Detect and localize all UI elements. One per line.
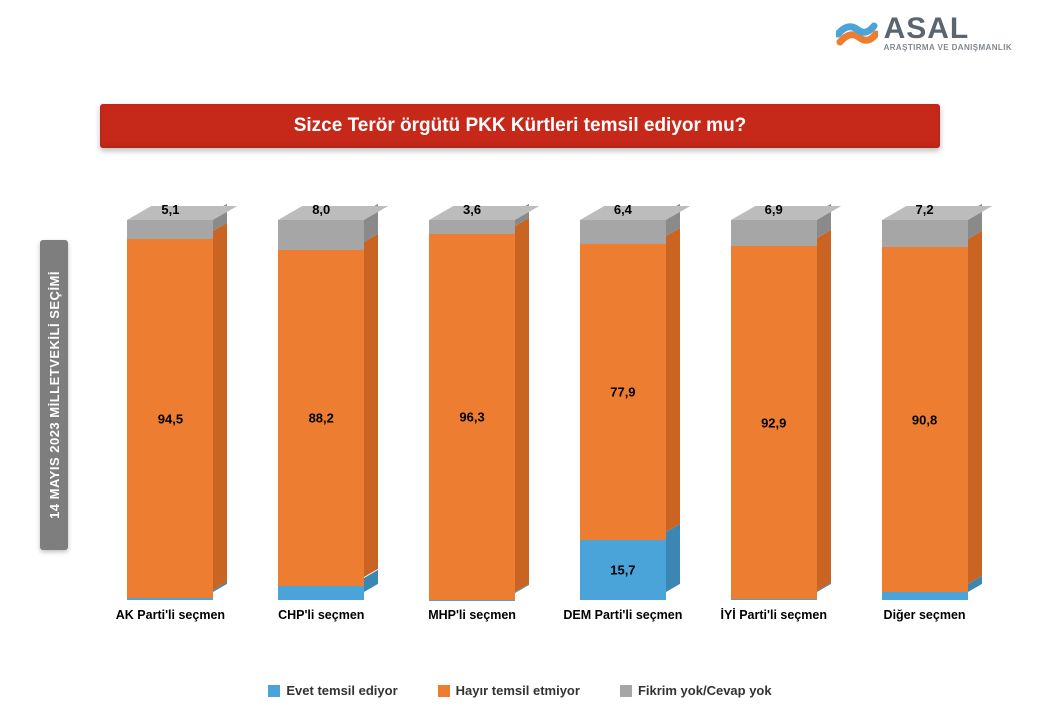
bar-segment: 88,2 <box>278 250 364 585</box>
bar-segment: 7,2 <box>882 220 968 247</box>
bar-3d: 2,0 90,8 7,2 <box>882 220 968 600</box>
segment-value-label: 77,9 <box>580 385 666 400</box>
bar-segment: 90,8 <box>882 247 968 592</box>
legend: Evet temsil ediyor Hayır temsil etmiyor Fi… <box>0 683 1040 698</box>
bar-segment: 6,4 <box>580 220 666 244</box>
legend-swatch <box>438 685 450 697</box>
chart-title-bar: Sizce Terör örgütü PKK Kürtleri temsil e… <box>100 104 940 148</box>
bar-column: 0,2 92,9 6,9 İYİ Parti'li seçmen <box>709 220 839 640</box>
bar-segment: 3,6 <box>429 220 515 234</box>
bar-column: 0,4 94,5 5,1 AK Parti'li seçmen <box>105 220 235 640</box>
side-label-text: 14 MAYIS 2023 MİLLETVEKİLİ SEÇİMİ <box>47 271 62 519</box>
bar-segment: 3,8 <box>278 586 364 600</box>
segment-value-label: 15,7 <box>580 563 666 578</box>
bar-column: 2,0 90,8 7,2 Diğer seçmen <box>860 220 990 640</box>
legend-swatch <box>620 685 632 697</box>
bar-segment: 15,7 <box>580 540 666 600</box>
legend-item: Fikrim yok/Cevap yok <box>620 683 772 698</box>
logo-tagline: ARAŞTIRMA VE DANIŞMANLIK <box>884 44 1012 52</box>
bar-3d: 3,8 88,2 8,0 <box>278 220 364 600</box>
bar-3d: 0,196,33,6 <box>429 220 515 600</box>
bar-segment: 6,9 <box>731 220 817 246</box>
legend-swatch <box>268 685 280 697</box>
segment-value-label: 88,2 <box>278 410 364 425</box>
category-label: Diğer seçmen <box>884 608 966 640</box>
segment-value-label: 5,1 <box>127 202 213 217</box>
bar-segment: 0,4 <box>127 598 213 600</box>
segment-value-label: 8,0 <box>278 202 364 217</box>
segment-value-label: 92,9 <box>731 415 817 430</box>
bar-segment: 92,9 <box>731 246 817 599</box>
legend-label: Evet temsil ediyor <box>286 683 397 698</box>
bar-segment: 8,0 <box>278 220 364 250</box>
segment-value-label: 6,4 <box>580 202 666 217</box>
bar-segment: 77,9 <box>580 244 666 540</box>
stacked-bar-chart: 0,4 94,5 5,1 AK Parti'li seçmen 3,8 88,2 8,0 CH… <box>95 190 1000 640</box>
segment-value-label: 90,8 <box>882 412 968 427</box>
bar-3d: 15,7 77,9 6,4 <box>580 220 666 600</box>
segment-value-label: 7,2 <box>882 202 968 217</box>
category-label: İYİ Parti'li seçmen <box>720 608 827 640</box>
logo-name: ASAL <box>884 14 1012 44</box>
category-label: AK Parti'li seçmen <box>116 608 225 640</box>
legend-label: Fikrim yok/Cevap yok <box>638 683 772 698</box>
legend-item: Hayır temsil etmiyor <box>438 683 580 698</box>
bar-segment: 2,0 <box>882 592 968 600</box>
category-label: DEM Parti'li seçmen <box>563 608 682 640</box>
bar-segment: 5,1 <box>127 220 213 239</box>
segment-value-label: 3,6 <box>429 202 515 217</box>
segment-value-label: 94,5 <box>127 411 213 426</box>
legend-label: Hayır temsil etmiyor <box>456 683 580 698</box>
bar-3d: 0,4 94,5 5,1 <box>127 220 213 600</box>
legend-item: Evet temsil ediyor <box>268 683 397 698</box>
segment-value-label: 96,3 <box>429 409 515 424</box>
segment-value-label: 6,9 <box>731 202 817 217</box>
category-label: MHP'li seçmen <box>428 608 516 640</box>
brand-logo: ASAL ARAŞTIRMA VE DANIŞMANLIK <box>836 12 1012 54</box>
side-label: 14 MAYIS 2023 MİLLETVEKİLİ SEÇİMİ <box>40 240 68 550</box>
bar-column: 0,196,33,6MHP'li seçmen <box>407 220 537 640</box>
bar-segment: 96,3 <box>429 234 515 600</box>
bar-segment: 94,5 <box>127 239 213 598</box>
bar-column: 3,8 88,2 8,0 CHP'li seçmen <box>256 220 386 640</box>
chart-title: Sizce Terör örgütü PKK Kürtleri temsil e… <box>294 115 747 137</box>
logo-icon <box>836 12 878 54</box>
bar-column: 15,7 77,9 6,4 DEM Parti'li seçmen <box>558 220 688 640</box>
category-label: CHP'li seçmen <box>278 608 364 640</box>
bar-3d: 0,2 92,9 6,9 <box>731 220 817 600</box>
bar-segment: 0,2 <box>731 599 817 600</box>
